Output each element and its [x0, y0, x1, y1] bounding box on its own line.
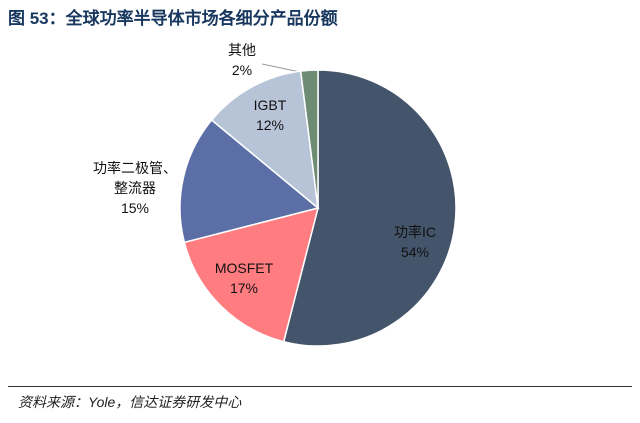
slice-label: MOSFET 17% [198, 258, 290, 298]
category-label: 功率二极管、整流器 [93, 160, 177, 196]
value-label: 2% [231, 62, 253, 78]
pie-slice [183, 206, 320, 343]
pie-slice [282, 69, 457, 347]
value-label: 54% [400, 244, 430, 260]
value-label: 12% [255, 117, 285, 133]
slice-label: 功率二极管、整流器 15% [89, 158, 181, 218]
pie-slice [179, 118, 320, 244]
value-label: 15% [120, 200, 150, 216]
slice-label: 其他 2% [196, 40, 288, 80]
category-label: MOSFET [214, 260, 274, 276]
category-label: IGBT [253, 97, 287, 113]
chart-title: 图 53：全球功率半导体市场各细分产品份额 [8, 9, 338, 28]
slice-label: IGBT 12% [224, 95, 316, 135]
pie-slice [210, 70, 319, 210]
divider [8, 386, 632, 387]
category-label: 功率IC [394, 224, 436, 240]
category-label: 其他 [228, 42, 256, 58]
value-label: 17% [229, 280, 259, 296]
pie-slice [299, 69, 319, 209]
slice-label: 功率IC 54% [369, 222, 461, 262]
source-note: 资料来源：Yole，信达证券研发中心 [18, 394, 242, 410]
